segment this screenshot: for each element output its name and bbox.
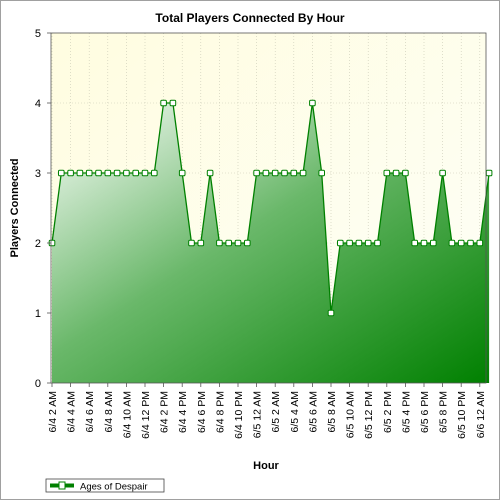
y-tick-label: 1	[35, 308, 41, 320]
data-point	[244, 239, 251, 247]
data-point	[327, 309, 335, 317]
data-point	[197, 239, 205, 247]
x-tick-label: 6/5 4 AM	[289, 391, 301, 432]
data-point	[355, 239, 363, 247]
data-point	[467, 239, 474, 247]
data-point	[346, 239, 353, 247]
data-point	[411, 239, 418, 247]
x-tick-label: 6/5 12 AM	[252, 391, 264, 438]
x-tick-label: 6/4 6 PM	[196, 391, 208, 433]
x-tick-label: 6/5 6 PM	[419, 391, 431, 433]
data-point	[364, 239, 372, 247]
legend-label: Ages of Despair	[80, 482, 148, 493]
series-area	[52, 103, 490, 383]
data-point	[290, 169, 298, 177]
x-tick-label: 6/4 4 AM	[66, 391, 78, 432]
data-point	[383, 169, 391, 177]
data-point	[76, 169, 84, 177]
data-point	[151, 169, 158, 177]
x-tick-label: 6/4 10 AM	[121, 391, 133, 438]
data-point	[374, 239, 381, 247]
data-point	[169, 99, 177, 107]
data-point	[58, 169, 65, 177]
data-point	[402, 169, 409, 177]
x-tick-label: 6/6 12 AM	[475, 391, 487, 438]
plot-frame	[50, 32, 487, 384]
data-point	[309, 99, 316, 107]
data-point	[132, 169, 139, 177]
data-point	[337, 239, 344, 247]
data-point	[178, 169, 186, 177]
y-tick-label: 0	[35, 378, 41, 390]
legend-swatch-marker	[58, 481, 66, 490]
data-point	[430, 239, 437, 247]
x-tick-label: 6/4 2 AM	[47, 391, 59, 432]
data-point	[234, 239, 242, 247]
data-point	[85, 169, 93, 177]
data-point	[216, 239, 223, 247]
data-point	[448, 239, 456, 247]
data-point	[141, 169, 149, 177]
x-tick-label: 6/5 4 PM	[400, 391, 412, 433]
x-tick-label: 6/4 4 PM	[177, 391, 189, 433]
data-point	[225, 239, 232, 247]
x-tick-label: 6/4 2 PM	[159, 391, 171, 433]
data-point	[104, 169, 112, 177]
data-point	[439, 169, 446, 177]
x-tick-label: 6/5 8 PM	[438, 391, 450, 433]
data-point	[160, 99, 167, 107]
data-point	[457, 239, 465, 247]
data-point	[485, 169, 493, 177]
y-tick-label: 4	[35, 98, 41, 110]
data-point	[318, 169, 325, 177]
data-point	[262, 169, 270, 177]
data-point	[392, 169, 400, 177]
data-point	[206, 169, 214, 177]
y-axis-label: Players Connected	[9, 158, 21, 257]
legend: Ages of Despair	[45, 478, 165, 493]
x-tick-label: 6/5 2 AM	[270, 391, 282, 432]
y-tick-label: 2	[35, 238, 41, 250]
x-tick-label: 6/4 10 PM	[233, 391, 245, 439]
data-point	[420, 239, 428, 247]
axes: 0 1 2 3 4 5 6/4 2 AM 6/4 4 AM 6/4 6 AM 6/4 8 AM 6/…	[35, 28, 487, 439]
x-tick-label: 6/5 10 PM	[456, 391, 468, 439]
data-point	[67, 169, 74, 177]
data-point	[188, 239, 195, 247]
data-point	[281, 169, 288, 177]
data-point	[113, 169, 121, 177]
data-point	[95, 169, 102, 177]
x-tick-label: 6/4 8 PM	[214, 391, 226, 433]
x-tick-label: 6/5 8 AM	[326, 391, 338, 432]
series-markers	[48, 99, 493, 317]
data-point	[123, 169, 130, 177]
x-tick-label: 6/5 2 PM	[382, 391, 394, 433]
x-axis-label: Hour	[253, 460, 279, 472]
x-tick-label: 6/5 6 AM	[307, 391, 319, 432]
x-tick-label: 6/4 6 AM	[84, 391, 96, 432]
x-tick-label: 6/5 12 PM	[363, 391, 375, 439]
data-point	[271, 169, 279, 177]
x-tick-label: 6/4 8 AM	[103, 391, 115, 432]
data-point	[299, 169, 307, 177]
chart-title: Total Players Connected By Hour	[155, 11, 344, 25]
data-point	[253, 169, 260, 177]
x-tick-label: 6/5 10 AM	[345, 391, 357, 438]
y-tick-label: 3	[35, 168, 41, 180]
legend-box	[45, 478, 165, 493]
data-point	[476, 239, 484, 247]
x-tick-label: 6/4 12 PM	[140, 391, 152, 439]
y-tick-label: 5	[35, 28, 41, 40]
